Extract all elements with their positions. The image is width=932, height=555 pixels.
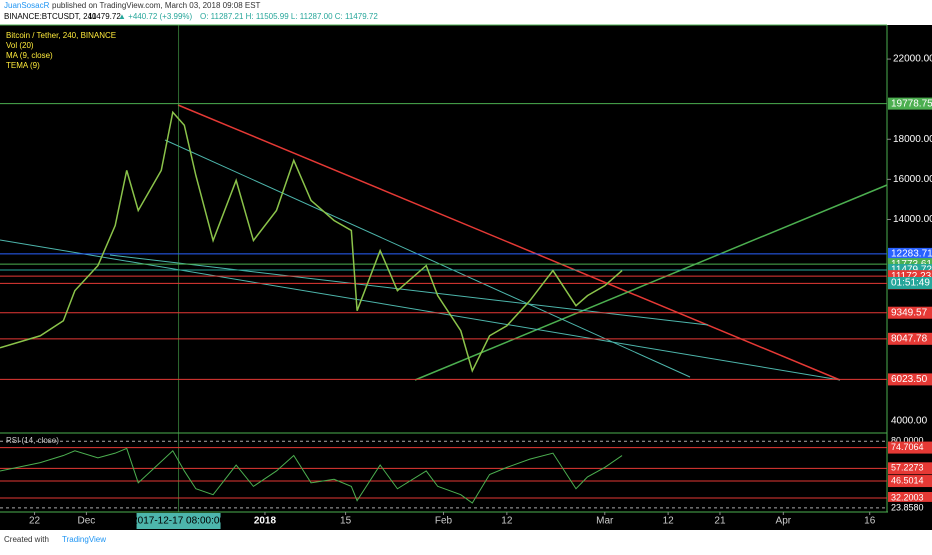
- price-level-label: 19778.75: [891, 98, 932, 109]
- y-tick-label: 16000.00: [893, 174, 932, 185]
- trendline: [109, 254, 709, 326]
- volume-label: 4000.00: [891, 416, 928, 427]
- rsi-label-box: [888, 475, 932, 488]
- rsi-tick-label: 23.8580: [891, 502, 924, 512]
- y-tick-label: 22000.00: [893, 54, 932, 65]
- price-level-label: 6023.50: [891, 374, 928, 385]
- price-level-label: 11479.72: [891, 265, 932, 276]
- countdown: 01:51:49: [891, 278, 930, 289]
- rsi-title: RSI (14, close): [6, 436, 59, 445]
- rsi-label-box: [888, 462, 932, 475]
- chart-bg: [0, 25, 932, 530]
- y-tick-label: 18000.00: [893, 134, 932, 145]
- rsi-tick-label: 32.2003: [891, 492, 924, 502]
- price-level-label: 12283.71: [891, 249, 932, 260]
- x-tick-label: 12: [501, 516, 513, 527]
- countdown-box: [888, 277, 932, 290]
- trendline: [164, 139, 691, 378]
- price-level-label: 8047.78: [891, 333, 928, 344]
- price-level-box: [888, 306, 932, 319]
- price-level-box: [888, 373, 932, 386]
- legend-item: Bitcoin / Tether, 240, BINANCE: [6, 31, 116, 40]
- published: published on TradingView.com, March 03, …: [52, 1, 261, 10]
- trendline: [0, 239, 841, 381]
- price-level-box: [888, 247, 932, 260]
- price-line: [0, 110, 623, 373]
- price-level-label: 11172.23: [891, 271, 932, 282]
- trendline: [177, 104, 841, 381]
- x-tick-label: Feb: [435, 516, 453, 527]
- crosshair-label: 2017-12-17 08:00:00: [132, 516, 225, 527]
- footer-brand[interactable]: TradingView: [62, 535, 106, 544]
- drawings: [0, 104, 888, 381]
- change: ▲ +440.72 (+3.99%): [118, 12, 193, 21]
- x-tick-label: 15: [340, 516, 352, 527]
- rsi-label-box: [888, 492, 932, 505]
- x-tick-label: Dec: [77, 516, 95, 527]
- rsi-tick-label: 74.7064: [891, 442, 924, 452]
- trendline: [414, 184, 888, 381]
- legend-item: MA (9, close): [6, 51, 53, 60]
- price-level-label: 9349.57: [891, 307, 928, 318]
- price-level-box: [888, 332, 932, 345]
- rsi-tick-label: 46.5014: [891, 475, 924, 485]
- footer-text: Created with: [4, 535, 49, 544]
- symbol: BINANCE:BTCUSDT, 240: [4, 12, 97, 21]
- legend-item: TEMA (9): [6, 61, 40, 70]
- x-tick-label: Apr: [776, 516, 792, 527]
- rsi-tick-label: 57.2273: [891, 463, 924, 473]
- rsi-label-box: [888, 441, 932, 454]
- price-level-box: [888, 97, 932, 110]
- last-price: 11479.72: [88, 12, 121, 21]
- x-tick-label: 12: [663, 516, 675, 527]
- y-tick-label: 14000.00: [893, 214, 932, 225]
- header-bg: [0, 0, 932, 25]
- x-tick-label: 22: [29, 516, 41, 527]
- rsi-label-box: [888, 501, 932, 514]
- legend-item: Vol (20): [6, 41, 34, 50]
- x-tick-label: 2018: [254, 516, 277, 527]
- x-tick-label: 21: [714, 516, 726, 527]
- x-tick-label: 16: [864, 516, 876, 527]
- crosshair-label-bg: [136, 513, 221, 529]
- x-tick-label: Mar: [596, 516, 614, 527]
- rsi-line: [0, 447, 623, 504]
- footer-bg: [0, 530, 932, 550]
- author[interactable]: JuanSosacR: [4, 1, 50, 10]
- ohlc: O: 11287.21 H: 11505.99 L: 11287.00 C: 1…: [200, 12, 378, 21]
- rsi-tick-label: 80.0000: [891, 436, 924, 446]
- legend: Bitcoin / Tether, 240, BINANCE Vol (20) …: [6, 31, 116, 70]
